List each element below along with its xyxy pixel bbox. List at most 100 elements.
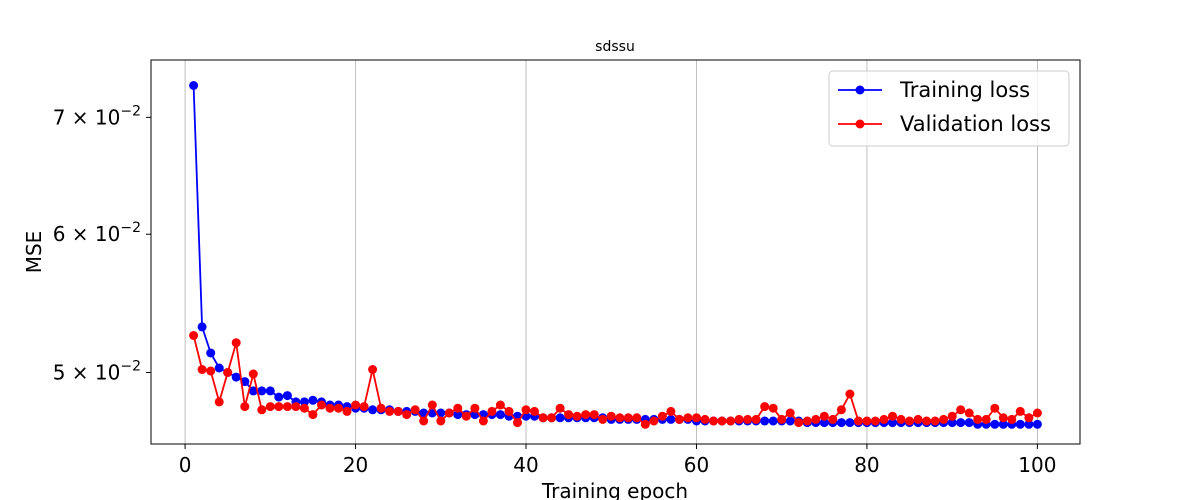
data-point (274, 392, 284, 402)
y-tick-label: 6 × 10−2 (53, 220, 141, 246)
legend-label: Validation loss (900, 112, 1051, 136)
data-point (768, 403, 778, 413)
data-point (717, 416, 727, 426)
data-point (623, 413, 633, 423)
data-point (265, 386, 275, 396)
data-point (998, 413, 1008, 423)
data-point (853, 416, 863, 426)
data-point (419, 416, 429, 426)
data-point (402, 410, 412, 420)
data-point (862, 416, 872, 426)
data-point (206, 366, 216, 376)
plot-area-frame (150, 59, 1081, 445)
data-point (836, 405, 846, 415)
data-point (257, 405, 267, 415)
data-point (240, 402, 250, 412)
data-point (794, 418, 804, 428)
data-point (845, 389, 855, 399)
data-point (214, 397, 224, 407)
legend-entry-validation: Validation loss (838, 112, 1051, 136)
data-point (726, 416, 736, 426)
data-point (606, 411, 616, 421)
data-point (683, 413, 693, 423)
y-axis-label: MSE (22, 231, 46, 274)
legend: Training loss Validation loss (828, 70, 1070, 147)
data-point (1032, 408, 1042, 418)
data-point (376, 403, 386, 413)
data-point (308, 395, 318, 405)
data-point (589, 410, 599, 420)
data-point (197, 365, 207, 374)
y-tick-label: 7 × 10−2 (53, 103, 141, 129)
data-point (777, 414, 787, 424)
data-point (461, 411, 471, 421)
data-point (939, 414, 949, 424)
data-point (495, 400, 505, 410)
data-point (564, 410, 574, 420)
data-point (453, 410, 463, 420)
data-point (879, 414, 889, 424)
data-point (811, 414, 821, 424)
data-point (657, 411, 667, 421)
data-point (964, 418, 974, 428)
data-point (521, 405, 531, 415)
data-point (1015, 406, 1025, 416)
x-tick-label: 100 (1018, 453, 1056, 477)
data-point (1032, 419, 1042, 429)
x-tick-label: 60 (684, 453, 709, 477)
data-point (930, 416, 940, 426)
data-point (530, 406, 539, 416)
data-point (325, 403, 335, 413)
data-point (334, 403, 343, 413)
data-point (743, 414, 753, 424)
x-axis-label: Training epoch (541, 479, 688, 500)
data-point (214, 363, 224, 373)
data-point (836, 418, 846, 428)
data-point (760, 402, 770, 412)
x-tick-label: 40 (513, 453, 538, 477)
legend-swatch-marker (855, 119, 865, 129)
data-point (674, 414, 684, 424)
data-point (248, 369, 258, 379)
data-point (947, 418, 957, 428)
data-point (598, 414, 608, 424)
data-point (291, 402, 301, 412)
data-point (495, 410, 505, 420)
data-point (189, 331, 199, 340)
data-point (785, 408, 795, 418)
data-point (257, 386, 267, 396)
data-point (274, 402, 284, 412)
data-point (828, 414, 838, 424)
data-point (513, 418, 522, 428)
data-point (896, 414, 906, 424)
data-point (666, 406, 676, 416)
data-point (649, 416, 659, 426)
data-point (870, 416, 880, 426)
data-point (299, 403, 309, 413)
data-point (845, 418, 855, 428)
chart-title: sdssu (595, 39, 635, 55)
data-point (308, 410, 318, 420)
data-point (973, 414, 983, 424)
data-point (410, 405, 420, 415)
data-point (888, 411, 897, 421)
data-point (1015, 419, 1025, 429)
data-point (189, 81, 199, 90)
data-point (1024, 419, 1034, 429)
data-point (666, 414, 676, 424)
data-point (547, 413, 557, 423)
data-point (709, 416, 718, 426)
data-point (956, 418, 966, 428)
data-point (905, 416, 914, 426)
data-point (785, 416, 795, 426)
x-tick-label: 0 (179, 453, 192, 477)
data-point (487, 406, 497, 416)
data-point (760, 416, 770, 426)
data-point (913, 414, 923, 424)
data-point (751, 414, 761, 424)
data-point (1007, 414, 1017, 424)
data-point (282, 391, 292, 401)
legend-swatch-marker (855, 85, 865, 95)
y-tick-label: 5 × 10−2 (53, 358, 141, 384)
